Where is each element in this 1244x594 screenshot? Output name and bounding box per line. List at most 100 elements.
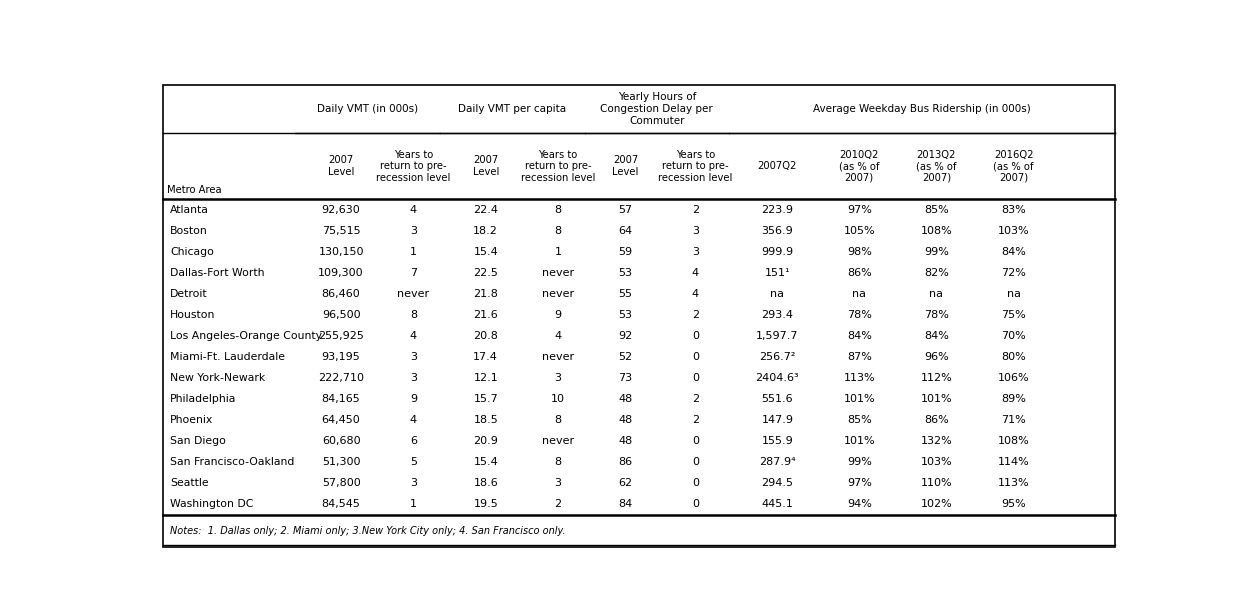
Text: 75%: 75% (1001, 310, 1026, 320)
Text: 18.2: 18.2 (473, 226, 498, 236)
Text: 85%: 85% (924, 205, 949, 215)
Text: 87%: 87% (847, 352, 872, 362)
Text: 9: 9 (409, 394, 417, 405)
Text: 2: 2 (692, 394, 699, 405)
Text: 86: 86 (618, 457, 632, 467)
Text: 18.6: 18.6 (473, 478, 498, 488)
Text: 2404.6³: 2404.6³ (755, 373, 799, 383)
Text: 113%: 113% (998, 478, 1029, 488)
Text: 78%: 78% (924, 310, 949, 320)
Text: 2: 2 (555, 500, 561, 510)
Text: 1: 1 (555, 247, 561, 257)
Text: 3: 3 (692, 226, 699, 236)
Text: 71%: 71% (1001, 415, 1026, 425)
Text: 1,597.7: 1,597.7 (756, 331, 799, 341)
Text: na: na (1006, 289, 1020, 299)
Text: 21.8: 21.8 (473, 289, 498, 299)
Text: 86,460: 86,460 (322, 289, 361, 299)
Text: Daily VMT (in 000s): Daily VMT (in 000s) (317, 104, 418, 114)
Text: 4: 4 (409, 205, 417, 215)
Text: 48: 48 (618, 394, 633, 405)
Text: 64: 64 (618, 226, 632, 236)
Text: 99%: 99% (847, 457, 872, 467)
Text: 2007Q2: 2007Q2 (758, 161, 797, 171)
Text: Notes:  1. Dallas only; 2. Miami only; 3.New York City only; 4. San Francisco on: Notes: 1. Dallas only; 2. Miami only; 3.… (170, 526, 566, 536)
Text: 2007
Level: 2007 Level (612, 156, 638, 177)
Text: Phoenix: Phoenix (170, 415, 213, 425)
Text: 15.4: 15.4 (473, 457, 498, 467)
Text: Miami-Ft. Lauderdale: Miami-Ft. Lauderdale (170, 352, 285, 362)
Text: never: never (542, 437, 573, 446)
Text: 92: 92 (618, 331, 633, 341)
Text: 15.7: 15.7 (473, 394, 498, 405)
Text: Detroit: Detroit (170, 289, 208, 299)
Text: 19.5: 19.5 (473, 500, 498, 510)
Text: 132%: 132% (921, 437, 953, 446)
Text: Years to
return to pre-
recession level: Years to return to pre- recession level (376, 150, 450, 183)
Text: 99%: 99% (924, 247, 949, 257)
Text: 0: 0 (692, 478, 699, 488)
Text: 12.1: 12.1 (473, 373, 498, 383)
Text: 3: 3 (409, 226, 417, 236)
Text: 84%: 84% (924, 331, 949, 341)
Text: 20.9: 20.9 (473, 437, 498, 446)
Text: 2007
Level: 2007 Level (473, 156, 499, 177)
Text: 255,925: 255,925 (318, 331, 364, 341)
Text: 62: 62 (618, 478, 632, 488)
Text: 2: 2 (692, 205, 699, 215)
Text: 4: 4 (692, 268, 699, 278)
Text: 294.5: 294.5 (761, 478, 794, 488)
Text: never: never (542, 352, 573, 362)
Text: 102%: 102% (921, 500, 953, 510)
Text: Seattle: Seattle (170, 478, 209, 488)
Text: 2007
Level: 2007 Level (328, 156, 355, 177)
Text: 101%: 101% (843, 437, 875, 446)
Text: 53: 53 (618, 268, 632, 278)
Text: 70%: 70% (1001, 331, 1026, 341)
Text: 293.4: 293.4 (761, 310, 794, 320)
Text: 75,515: 75,515 (322, 226, 361, 236)
Text: 57: 57 (618, 205, 632, 215)
Text: 101%: 101% (921, 394, 952, 405)
Text: 109,300: 109,300 (318, 268, 364, 278)
Text: 2016Q2
(as % of
2007): 2016Q2 (as % of 2007) (993, 150, 1034, 183)
Text: 103%: 103% (921, 457, 952, 467)
Text: Daily VMT per capita: Daily VMT per capita (458, 104, 566, 114)
Text: Boston: Boston (170, 226, 208, 236)
Text: 83%: 83% (1001, 205, 1026, 215)
Text: 89%: 89% (1001, 394, 1026, 405)
Text: Average Weekday Bus Ridership (in 000s): Average Weekday Bus Ridership (in 000s) (814, 104, 1031, 114)
Text: 2: 2 (692, 310, 699, 320)
Text: 103%: 103% (998, 226, 1029, 236)
Text: 20.8: 20.8 (473, 331, 498, 341)
Text: 96,500: 96,500 (322, 310, 361, 320)
Text: 22.4: 22.4 (473, 205, 498, 215)
Text: na: na (770, 289, 785, 299)
Text: 96%: 96% (924, 352, 949, 362)
Text: Years to
return to pre-
recession level: Years to return to pre- recession level (521, 150, 595, 183)
Text: 84: 84 (618, 500, 633, 510)
Text: 97%: 97% (847, 478, 872, 488)
Text: never: never (397, 289, 429, 299)
Text: 287.9⁴: 287.9⁴ (759, 457, 796, 467)
Text: 3: 3 (409, 373, 417, 383)
Text: 551.6: 551.6 (761, 394, 794, 405)
Text: 0: 0 (692, 331, 699, 341)
Text: Years to
return to pre-
recession level: Years to return to pre- recession level (658, 150, 733, 183)
Text: 10: 10 (551, 394, 565, 405)
Text: 4: 4 (555, 331, 561, 341)
Text: San Francisco-Oakland: San Francisco-Oakland (170, 457, 295, 467)
Text: 106%: 106% (998, 373, 1029, 383)
Text: Los Angeles-Orange County: Los Angeles-Orange County (170, 331, 322, 341)
Text: 72%: 72% (1001, 268, 1026, 278)
Text: 0: 0 (692, 437, 699, 446)
Text: Washington DC: Washington DC (170, 500, 254, 510)
Text: 86%: 86% (924, 415, 949, 425)
Text: 22.5: 22.5 (473, 268, 498, 278)
Text: Dallas-Fort Worth: Dallas-Fort Worth (170, 268, 265, 278)
Text: 18.5: 18.5 (473, 415, 498, 425)
Text: Chicago: Chicago (170, 247, 214, 257)
Text: 80%: 80% (1001, 352, 1026, 362)
Text: Metro Area: Metro Area (167, 185, 221, 195)
Text: 999.9: 999.9 (761, 247, 794, 257)
